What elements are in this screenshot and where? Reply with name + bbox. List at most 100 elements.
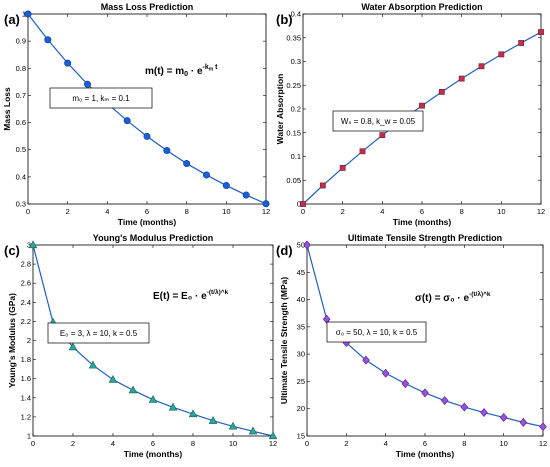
data-point xyxy=(143,132,151,140)
x-axis-label: Time (months) xyxy=(396,449,455,459)
data-point xyxy=(148,395,158,403)
y-tick-label: 0.3 xyxy=(291,57,301,66)
data-point xyxy=(68,342,78,351)
params-box-4: σ₀ = 50, λ = 10, k = 0.5 xyxy=(326,321,427,343)
x-tick-label: 8 xyxy=(185,207,189,216)
data-point xyxy=(242,191,250,199)
y-tick-label: 0.4 xyxy=(291,10,301,19)
y-tick-label: 2 xyxy=(27,336,31,345)
y-tick-label: 25 xyxy=(297,377,305,386)
y-tick-label: 45 xyxy=(297,268,305,277)
formula-part: E(t) = E₀ · e xyxy=(153,291,207,302)
x-tick-label: 2 xyxy=(66,207,70,216)
x-tick-label: 10 xyxy=(229,439,237,448)
y-tick-label: 50 xyxy=(297,241,305,250)
formula-text: m(t) = m0 · e-km t xyxy=(145,64,218,78)
params-text: Wₛ = 0.8, k_w = 0.05 xyxy=(341,117,416,126)
data-point xyxy=(228,421,238,430)
formula-part: σ(t) = σ₀ · e xyxy=(415,293,469,304)
chart-title: Mass Loss Prediction xyxy=(101,2,194,12)
data-point xyxy=(222,182,230,190)
y-tick-label: 3 xyxy=(27,241,31,250)
data-point xyxy=(64,59,72,67)
x-axis-label: Time (months) xyxy=(124,449,183,459)
x-tick-label: 0 xyxy=(31,439,35,448)
y-tick-label: 0.35 xyxy=(286,33,301,42)
y-tick-label: 30 xyxy=(297,350,305,359)
data-point xyxy=(168,402,178,411)
y-tick-label: 0.05 xyxy=(286,176,301,185)
x-tick-label: 12 xyxy=(539,439,547,448)
panel-3: Young's Modulus Prediction (c) 0 2 4 6 8 10 12 1 1… xyxy=(4,233,278,459)
data-point xyxy=(163,147,171,155)
data-point xyxy=(438,89,445,95)
x-tick-label: 2 xyxy=(341,207,345,216)
data-point xyxy=(379,132,386,139)
panel-1: Mass Loss Prediction(a)0 2 4 6 8 10 120.30.40.… xyxy=(2,2,270,227)
data-point xyxy=(303,240,311,250)
panel-label: (c) xyxy=(4,243,20,258)
data-point xyxy=(300,201,306,207)
formula-part: m(t) = m xyxy=(145,66,184,77)
panel-4: Ultimate Tensile Strength Prediction (d) 0… xyxy=(276,233,547,459)
data-point xyxy=(268,431,278,440)
panel-label: (a) xyxy=(4,12,20,27)
y-tick-label: 0.6 xyxy=(16,118,26,127)
data-point xyxy=(28,240,38,249)
formula-c: E(t) = E₀ · e-(t/λ)^k xyxy=(153,288,229,302)
panel-label: (d) xyxy=(276,243,293,258)
data-point xyxy=(123,117,131,125)
data-point xyxy=(440,396,449,405)
data-point xyxy=(183,160,191,168)
y-tick-label: 15 xyxy=(297,432,305,441)
y-tick-label: 2.6 xyxy=(21,279,31,288)
data-point xyxy=(128,385,138,394)
y-tick-label: 0.9 xyxy=(16,37,26,46)
y-tick-label: 1 xyxy=(22,10,26,19)
y-tick-label: 40 xyxy=(297,295,305,304)
x-tick-label: 4 xyxy=(384,439,388,448)
chart-title: Ultimate Tensile Strength Prediction xyxy=(348,233,502,243)
y-axis-label: Ultimate Tensile Strength (MPa) xyxy=(279,277,289,405)
y-tick-label: 0.1 xyxy=(291,152,301,161)
formula-text: E(t) = E₀ · e-(t/λ)^k xyxy=(153,288,229,302)
y-tick-label: 1.2 xyxy=(21,412,31,421)
y-tick-label: 0.7 xyxy=(16,91,26,100)
data-point xyxy=(362,355,370,365)
data-point xyxy=(319,182,326,189)
plot-frame xyxy=(302,13,542,205)
formula-a: m(t) = m0 · e-km t xyxy=(145,64,218,78)
x-axis-label: Time (months) xyxy=(393,217,452,227)
params-text: E₀ = 3, λ = 10, k = 0.5 xyxy=(60,329,138,338)
plot-frame xyxy=(27,13,267,205)
y-tick-label: 0.25 xyxy=(286,81,301,90)
data-point xyxy=(88,360,98,369)
y-tick-label: 1 xyxy=(27,432,31,441)
formula-text: σ(t) = σ₀ · e-(t/λ)^k xyxy=(415,290,491,304)
x-tick-label: 10 xyxy=(222,207,230,216)
data-point xyxy=(24,10,32,18)
panel-2: Water Absorption Prediction (b) 0 2 4 6 8 10 12 0… xyxy=(275,2,545,227)
x-tick-label: 4 xyxy=(380,207,384,216)
formula-part: -(t/λ)^k xyxy=(207,288,229,296)
data-point xyxy=(381,368,390,378)
data-point xyxy=(203,171,211,179)
x-tick-label: 8 xyxy=(462,439,466,448)
x-tick-label: 8 xyxy=(191,439,195,448)
formula-part: t xyxy=(213,64,218,71)
params-box-1: m₀ = 1, kₘ = 0.1 xyxy=(49,87,153,109)
data-point xyxy=(499,412,508,422)
data-point xyxy=(478,63,485,70)
y-tick-label: 0.3 xyxy=(16,200,26,209)
data-point xyxy=(518,40,525,46)
x-tick-label: 12 xyxy=(262,207,270,216)
y-tick-label: 0.15 xyxy=(286,128,301,137)
params-box xyxy=(332,110,424,132)
y-tick-label: 0.8 xyxy=(16,64,26,73)
params-box xyxy=(49,87,153,109)
data-point xyxy=(480,408,488,417)
params-box-2: Wₛ = 0.8, k_w = 0.05 xyxy=(332,110,424,132)
formula-part: -(t/λ)^k xyxy=(469,290,491,298)
chart-title: Young's Modulus Prediction xyxy=(93,233,213,243)
y-tick-label: 0.2 xyxy=(291,105,301,114)
